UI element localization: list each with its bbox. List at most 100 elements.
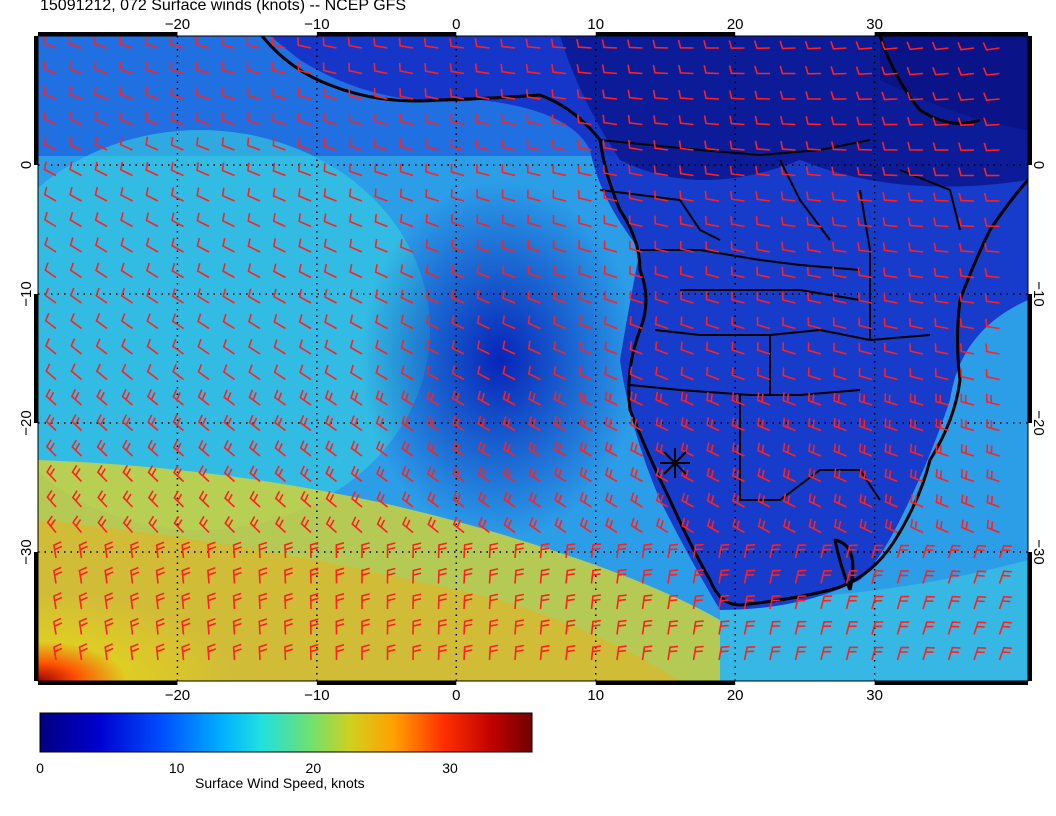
wind-barb [104,592,114,610]
wind-barb [859,493,873,508]
wind-barb [207,618,217,635]
wind-barb [424,113,439,126]
wind-barb [781,216,796,228]
wind-barb [221,212,235,228]
wind-barb [729,115,745,126]
wind-barb [731,467,745,483]
wind-barb [335,593,345,610]
wind-barb [272,87,286,100]
wind-barb [197,364,210,381]
wind-barb [300,490,312,508]
wind-barb [69,287,82,304]
wind-barb [754,140,771,151]
wind-barb [224,490,236,508]
wind-barb [374,138,388,151]
wind-barb [933,217,949,228]
wind-barb [386,593,396,610]
lat-tick-label: −30 [18,539,35,564]
wind-barb [95,313,108,330]
wind-barb [501,214,516,228]
wind-barb [527,189,541,202]
wind-barb [896,646,910,661]
wind-barb [147,465,159,483]
wind-barb [95,262,108,279]
wind-barb [757,417,771,432]
wind-barb [247,212,261,228]
wind-barb [539,619,550,635]
wind-barb [667,543,679,559]
wind-barb [820,544,833,559]
colorbar [39,712,533,753]
wind-barb [755,165,771,177]
wind-barb [322,37,337,49]
wind-barb [806,266,822,279]
wind-barb [578,215,592,228]
wind-barb [299,389,312,406]
wind-barb [271,36,286,49]
wind-barb [680,291,694,304]
wind-barb [78,566,88,584]
wind-barb [223,389,235,406]
wind-barb [43,161,57,177]
wind-barb [553,315,567,330]
wind-barb [959,267,975,279]
wind-barb [450,239,465,253]
wind-barb [782,392,796,406]
wind-barb [731,392,745,406]
wind-barb [782,468,796,483]
wind-barb [426,415,439,432]
wind-barb [375,415,388,432]
wind-barb [297,137,312,151]
wind-barb [578,315,592,330]
wind-barb [104,566,114,584]
wind-barb [590,594,602,610]
wind-barb [705,316,720,330]
wind-barb [325,440,337,457]
wind-barb [679,215,694,228]
wind-barb [425,239,439,253]
wind-barb [412,618,422,635]
wind-barb [732,518,745,534]
wind-barb [69,237,82,253]
wind-barb [335,542,345,559]
wind-barb [845,544,858,559]
wind-barb [147,414,159,432]
wind-barb [376,465,388,483]
wind-barb [629,391,643,406]
wind-barb [780,141,796,151]
wind-barb [653,115,669,126]
wind-barb [488,593,499,610]
wind-barb [576,89,592,100]
wind-barb [500,88,516,100]
wind-barb [155,592,165,610]
wind-barb [782,493,796,508]
wind-barb [476,214,490,228]
wind-barb [947,646,961,661]
wind-barb [973,570,987,584]
lon-tick-label: 20 [727,687,744,704]
wind-barb [984,268,1000,279]
wind-barb [502,315,516,330]
wind-barb [249,465,261,483]
wind-barb [756,316,771,330]
wind-barb [197,414,210,432]
wind-barb [181,643,191,661]
wind-barb [147,490,159,508]
wind-barb [986,519,1000,534]
wind-barb [958,192,975,202]
wind-barb [616,645,627,661]
wind-barbs [42,36,1012,661]
wind-barb [463,542,473,559]
wind-barb [983,142,1000,152]
wind-barb [386,542,396,559]
wind-barb [959,293,975,304]
wind-barb [553,416,567,432]
wind-barb [232,618,242,635]
wind-barb [602,89,618,100]
wind-barb [221,162,235,177]
wind-barb [934,343,949,355]
wind-barb [386,618,396,635]
wind-barb [909,468,924,483]
wind-barb [705,266,720,279]
wind-barb [830,66,847,75]
